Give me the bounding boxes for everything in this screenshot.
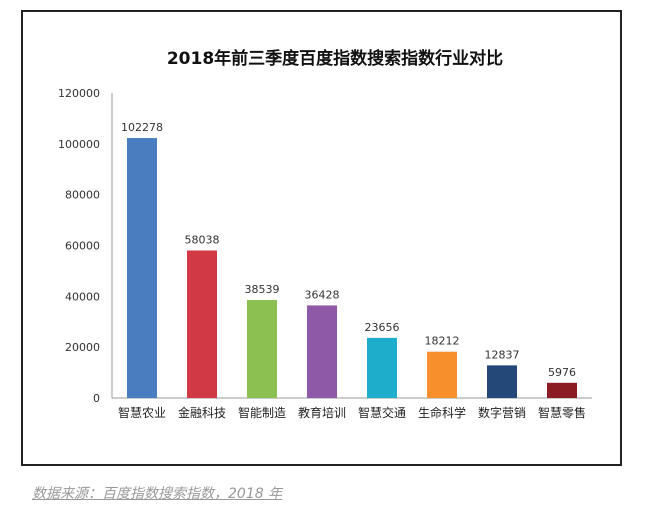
data-label: 12837	[485, 348, 520, 361]
bar-chart: 2018年前三季度百度指数搜索指数行业对比 0 20000 40000 60000 800…	[58, 48, 592, 420]
data-label: 58038	[185, 233, 220, 246]
data-label: 5976	[548, 366, 576, 379]
x-tick-label: 智慧交通	[358, 405, 406, 420]
y-tick-label: 60000	[65, 240, 100, 253]
data-label: 18212	[425, 335, 460, 348]
chart-title: 2018年前三季度百度指数搜索指数行业对比	[167, 48, 503, 69]
y-tick-label: 100000	[58, 138, 100, 151]
bar	[487, 365, 517, 398]
y-tick-label: 40000	[65, 290, 100, 303]
data-label: 38539	[245, 283, 280, 296]
y-tick-label: 20000	[65, 341, 100, 354]
y-tick-label: 80000	[65, 189, 100, 202]
x-tick-label: 智慧农业	[118, 405, 166, 420]
data-label: 36428	[305, 288, 340, 301]
bar	[547, 382, 577, 398]
y-tick-label: 120000	[58, 87, 100, 100]
x-tick-label: 智能制造	[238, 405, 286, 420]
x-tick-label: 教育培训	[298, 405, 346, 420]
y-tick-label: 0	[93, 392, 100, 405]
bar	[427, 351, 457, 398]
x-tick-label: 金融科技	[178, 405, 226, 420]
bar	[247, 300, 277, 398]
data-label: 23656	[365, 321, 400, 334]
x-tick-label: 智慧零售	[538, 405, 586, 420]
chart-frame	[21, 10, 622, 466]
x-tick-label: 生命科学	[418, 405, 466, 420]
x-tick-label: 数字营销	[478, 405, 526, 420]
bar	[187, 250, 217, 398]
bar	[367, 337, 397, 398]
data-label: 102278	[121, 121, 163, 134]
source-note: 数据来源：百度指数搜索指数，2018 年	[32, 486, 283, 502]
bar	[307, 305, 337, 398]
bar	[127, 138, 157, 399]
